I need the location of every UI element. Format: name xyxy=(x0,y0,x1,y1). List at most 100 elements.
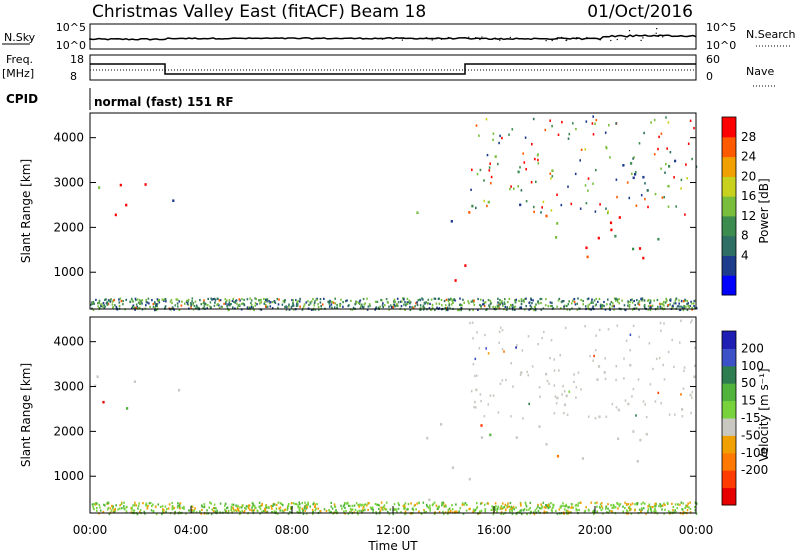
range-gate-cell xyxy=(479,298,482,301)
range-gate-cell xyxy=(218,511,221,514)
range-gate-cell xyxy=(474,400,476,404)
y-tick-label: 4000 xyxy=(53,335,84,349)
range-gate-cell xyxy=(200,303,202,306)
range-gate-cell xyxy=(241,506,243,509)
range-gate-cell xyxy=(533,210,535,213)
range-gate-cell xyxy=(672,509,674,512)
range-gate-cell xyxy=(511,303,514,306)
range-gate-cell xyxy=(336,303,338,307)
range-gate-cell xyxy=(663,502,665,505)
range-gate-cell xyxy=(209,501,211,504)
range-gate-cell xyxy=(538,386,541,389)
range-gate-cell xyxy=(223,302,225,305)
range-gate-cell xyxy=(260,301,262,304)
range-gate-cell xyxy=(310,308,313,311)
y-tick-label: 4000 xyxy=(53,131,84,145)
range-gate-cell xyxy=(654,400,657,403)
range-gate-cell xyxy=(479,511,481,514)
nsearch-point xyxy=(466,37,468,39)
range-gate-cell xyxy=(444,307,446,310)
range-gate-cell xyxy=(511,306,514,309)
range-gate-cell xyxy=(101,305,104,308)
range-gate-cell xyxy=(484,333,486,337)
range-gate-cell xyxy=(643,305,646,308)
range-gate-cell xyxy=(574,172,577,176)
range-gate-cell xyxy=(551,507,554,510)
range-gate-cell xyxy=(263,297,265,301)
range-gate-cell xyxy=(684,299,687,302)
range-gate-cell xyxy=(269,305,272,308)
range-gate-cell xyxy=(587,415,590,418)
y-tick-label: 2000 xyxy=(53,424,84,438)
range-gate-cell xyxy=(592,510,594,513)
range-gate-cell xyxy=(482,299,484,302)
range-gate-cell xyxy=(407,508,409,511)
range-gate-cell xyxy=(636,502,639,506)
nsky-right-tick-bottom: 10^0 xyxy=(706,39,736,52)
range-gate-cell xyxy=(228,308,230,311)
range-gate-cell xyxy=(334,511,336,514)
range-gate-cell xyxy=(654,502,657,505)
range-gate-cell xyxy=(635,307,638,310)
range-gate-cell xyxy=(626,181,629,184)
range-gate-cell xyxy=(334,297,336,300)
range-gate-cell xyxy=(158,299,160,302)
range-gate-cell xyxy=(232,297,235,300)
range-gate-cell xyxy=(428,507,431,510)
range-gate-cell xyxy=(601,304,604,307)
range-gate-cell xyxy=(685,305,687,308)
range-gate-cell xyxy=(628,306,631,309)
range-gate-cell xyxy=(614,506,617,509)
range-gate-cell xyxy=(498,303,500,306)
range-gate-cell xyxy=(145,304,147,307)
range-gate-cell xyxy=(442,510,444,513)
range-gate-cell xyxy=(284,508,287,511)
range-gate-cell xyxy=(524,136,527,139)
range-gate-cell xyxy=(587,508,590,511)
range-gate-cell xyxy=(547,305,550,308)
range-gate-cell xyxy=(226,506,229,509)
range-gate-cell xyxy=(209,305,211,308)
range-gate-cell xyxy=(106,502,108,505)
range-gate-cell xyxy=(276,297,279,301)
range-gate-cell xyxy=(146,507,149,510)
range-gate-cell xyxy=(333,306,336,309)
x-tick-label: 00:00 xyxy=(679,523,714,537)
range-gate-cell xyxy=(508,133,510,136)
range-gate-cell xyxy=(372,511,374,514)
range-gate-cell xyxy=(283,509,285,512)
range-gate-cell xyxy=(350,509,353,512)
range-gate-cell xyxy=(256,509,259,512)
range-gate-cell xyxy=(599,506,601,509)
range-gate-cell xyxy=(362,297,365,301)
range-gate-cell xyxy=(579,207,582,210)
range-gate-cell xyxy=(615,122,617,125)
range-gate-cell xyxy=(680,178,683,182)
range-gate-cell xyxy=(299,297,301,300)
range-gate-cell xyxy=(404,507,406,510)
range-gate-cell xyxy=(254,297,256,300)
range-gate-cell xyxy=(688,506,690,509)
range-gate-cell xyxy=(392,303,395,306)
range-gate-cell xyxy=(364,508,366,511)
range-gate-cell xyxy=(634,509,636,512)
range-gate-cell xyxy=(344,506,346,509)
range-gate-cell xyxy=(661,196,664,199)
range-gate-cell xyxy=(90,303,92,306)
range-gate-cell xyxy=(579,159,581,162)
colorbar-tick-label: 100 xyxy=(741,359,764,373)
cpid-label: CPID xyxy=(6,92,38,106)
range-gate-cell xyxy=(681,415,684,418)
range-gate-cell xyxy=(190,505,193,508)
range-gate-cell xyxy=(541,336,543,340)
range-gate-cell xyxy=(363,303,366,306)
range-gate-cell xyxy=(355,302,357,305)
range-gate-cell xyxy=(145,298,147,302)
range-gate-cell xyxy=(694,364,696,367)
range-gate-cell xyxy=(488,166,491,169)
range-gate-cell xyxy=(438,511,441,514)
range-gate-cell xyxy=(119,507,121,510)
nsearch-point xyxy=(401,39,403,41)
range-gate-cell xyxy=(380,506,382,509)
range-gate-cell xyxy=(188,509,190,512)
